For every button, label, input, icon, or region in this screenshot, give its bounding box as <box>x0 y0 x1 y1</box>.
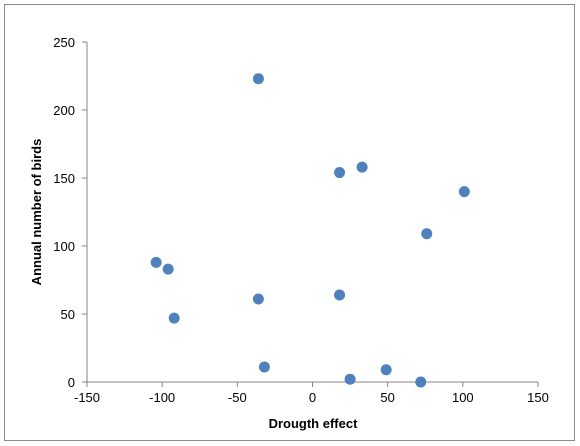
data-point <box>356 161 368 173</box>
y-tick-label: 200 <box>53 103 75 118</box>
y-tick-label: 250 <box>53 35 75 50</box>
x-axis-title: Drougth effect <box>269 416 359 431</box>
data-point <box>421 228 433 240</box>
y-tick-label: 100 <box>53 239 75 254</box>
x-tick-label: 50 <box>380 390 394 405</box>
y-tick-label: 50 <box>61 307 75 322</box>
y-axis-ticks: 0 50 100 150 200 250 <box>53 35 87 390</box>
data-point <box>150 256 162 268</box>
x-axis-ticks: -150 -100 -50 0 50 100 150 <box>74 382 549 405</box>
x-tick-label: -100 <box>149 390 175 405</box>
data-point <box>162 263 174 275</box>
x-tick-label: 100 <box>452 390 474 405</box>
data-point <box>334 289 346 301</box>
data-point <box>258 361 270 373</box>
data-point <box>252 73 264 85</box>
data-points <box>150 73 470 388</box>
x-tick-label: 0 <box>309 390 316 405</box>
x-tick-label: -150 <box>74 390 100 405</box>
chart-frame <box>4 4 575 441</box>
data-point <box>380 364 392 376</box>
data-point <box>252 293 264 305</box>
y-axis-title: Annual number of birds <box>29 139 44 286</box>
data-point <box>415 376 427 388</box>
axes <box>86 42 538 383</box>
x-tick-label: -50 <box>228 390 247 405</box>
data-point <box>334 167 346 179</box>
y-tick-label: 150 <box>53 171 75 186</box>
x-tick-label: 150 <box>527 390 549 405</box>
data-point <box>458 186 470 198</box>
data-point <box>168 312 180 324</box>
data-point <box>344 373 356 385</box>
y-tick-label: 0 <box>68 375 75 390</box>
